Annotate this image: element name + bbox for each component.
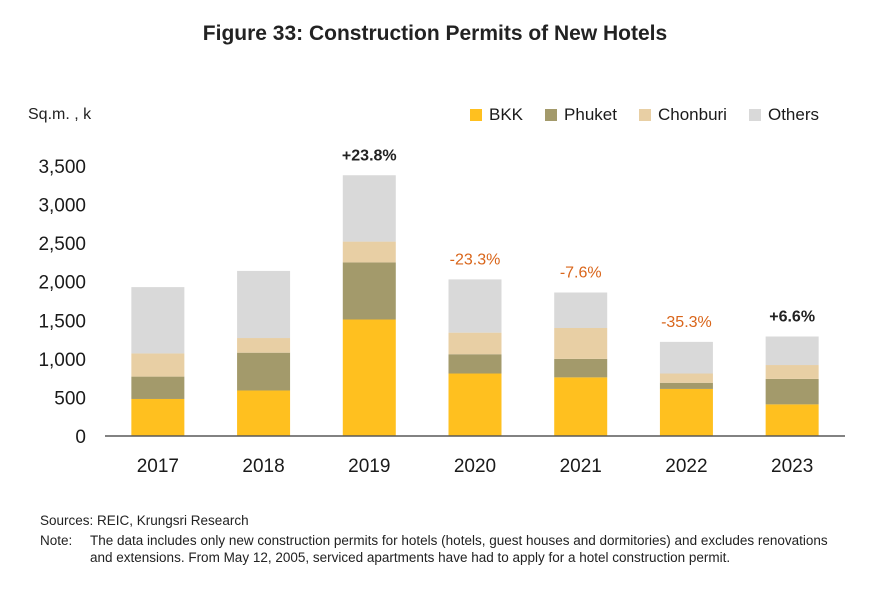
bar-segment-others-2022	[659, 341, 713, 374]
bar-segment-bkk-2021	[554, 377, 608, 436]
x-tick-label: 2021	[560, 456, 602, 477]
bar-segment-phuket-2022	[659, 382, 713, 389]
legend-item-bkk: BKK	[470, 105, 523, 125]
x-tick-label: 2017	[137, 456, 179, 477]
y-tick-label: 3,500	[38, 157, 86, 178]
x-tick-label: 2019	[348, 456, 390, 477]
legend-label-bkk: BKK	[489, 105, 524, 124]
x-tick-label: 2022	[665, 456, 707, 477]
legend-label-chonburi: Chonburi	[657, 105, 727, 124]
footnotes: Sources: REIC, Krungsri Research Note: T…	[40, 512, 840, 566]
legend: BKK Phuket Chonburi Others	[470, 105, 819, 125]
bar-segment-bkk-2020	[448, 373, 502, 436]
bar-segment-others-2021	[554, 292, 608, 328]
x-tick-label: 2020	[454, 456, 496, 477]
bar-segment-phuket-2019	[342, 262, 396, 320]
x-tick-label: 2018	[242, 456, 284, 477]
chart-title: Figure 33: Construction Permits of New H…	[202, 22, 668, 45]
growth-annotation: +23.8%	[342, 147, 397, 164]
growth-annotation: -35.3%	[661, 314, 712, 331]
bar-segment-bkk-2023	[765, 404, 819, 436]
growth-annotation: -23.3%	[450, 251, 501, 268]
bar-segment-others-2023	[765, 336, 819, 366]
bar-segment-chonburi-2020	[448, 332, 502, 355]
legend-item-others: Others	[748, 105, 819, 125]
bar-segment-chonburi-2019	[342, 241, 396, 263]
legend-swatch-others	[748, 109, 761, 121]
legend-label-phuket: Phuket	[564, 105, 617, 124]
note-text: The data includes only new construction …	[90, 533, 828, 565]
bar-segment-phuket-2017	[131, 376, 185, 399]
bar-segment-phuket-2023	[765, 378, 819, 405]
y-tick-label: 0	[75, 427, 86, 448]
growth-annotation: -7.6%	[560, 265, 602, 282]
bar-segment-chonburi-2018	[237, 338, 291, 353]
sources-note: Sources: REIC, Krungsri Research	[40, 513, 249, 528]
bar-segment-chonburi-2021	[554, 328, 608, 359]
stacked-bar-chart: 0 500 1,000 1,500 2,000 2,500 3,000 3,500 2017 20…	[38, 147, 845, 477]
y-tick-label: 1,500	[38, 311, 86, 332]
legend-swatch-chonburi	[638, 109, 651, 121]
note-label: Note:	[40, 533, 73, 548]
x-tick-label: 2023	[771, 456, 813, 477]
y-tick-label: 1,000	[38, 350, 86, 371]
bar-segment-phuket-2018	[237, 352, 291, 391]
note-row: Note: The data includes only new constru…	[40, 532, 840, 566]
bar-segment-bkk-2018	[237, 390, 291, 436]
y-tick-label: 2,500	[38, 234, 86, 255]
legend-swatch-bkk	[470, 109, 482, 121]
bar-segment-chonburi-2017	[131, 353, 185, 377]
legend-item-chonburi: Chonburi	[638, 105, 727, 125]
y-tick-label: 2,000	[38, 273, 86, 294]
bar-segment-others-2018	[237, 270, 291, 339]
bar-segment-chonburi-2023	[765, 365, 819, 379]
legend-item-phuket: Phuket	[545, 105, 617, 125]
y-tick-label: 500	[54, 388, 86, 409]
bar-segment-others-2019	[342, 175, 396, 242]
bar-segment-phuket-2020	[448, 354, 502, 374]
bar-segment-others-2020	[448, 279, 502, 333]
growth-annotation: +6.6%	[769, 308, 815, 325]
bar-segment-bkk-2017	[131, 398, 185, 436]
legend-label-others: Others	[767, 105, 819, 124]
y-axis-unit-label: Sq.m. , k	[28, 106, 92, 123]
bar-segment-bkk-2019	[342, 319, 396, 436]
bar-segment-bkk-2022	[659, 388, 713, 436]
y-tick-label: 3,000	[38, 196, 86, 217]
bar-segment-others-2017	[131, 287, 185, 354]
bar-segment-chonburi-2022	[659, 373, 713, 383]
legend-swatch-phuket	[545, 109, 558, 121]
bar-segment-phuket-2021	[554, 358, 608, 378]
